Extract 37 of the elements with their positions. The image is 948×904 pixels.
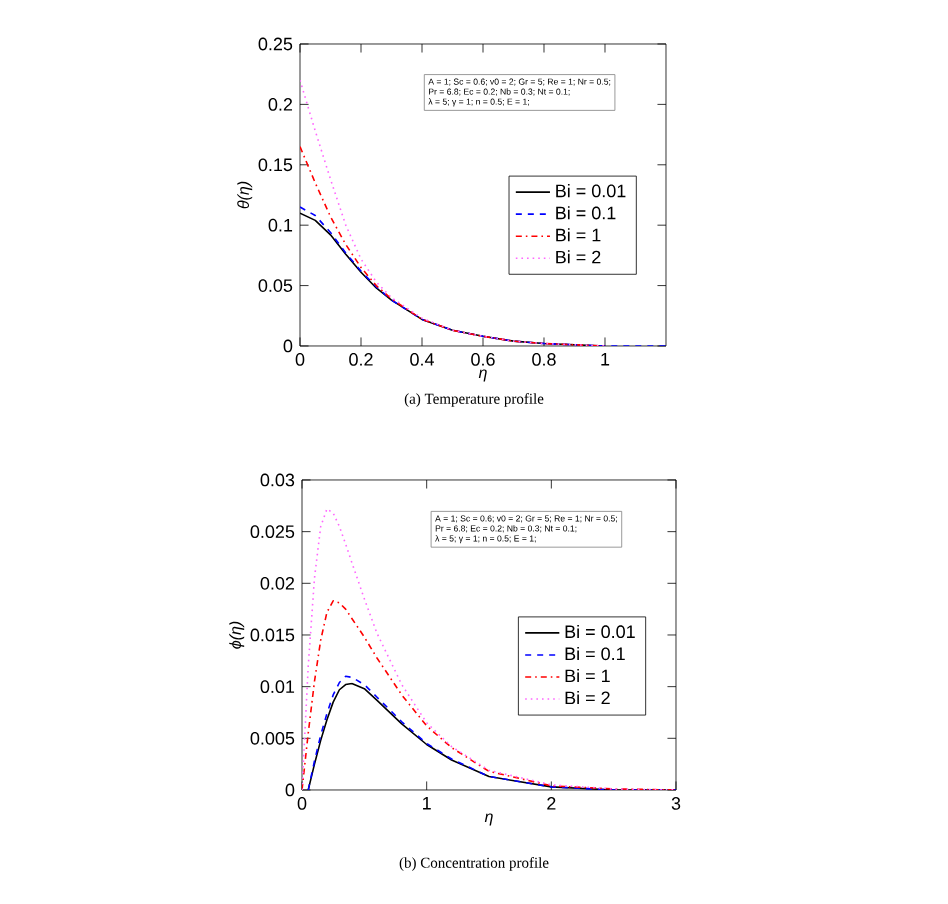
y-tick-label: 0.03 <box>260 473 295 487</box>
y-axis-title: θ(η) <box>237 181 253 209</box>
y-tick-label: 0.005 <box>250 731 295 745</box>
x-tick-label: 0.2 <box>349 353 373 366</box>
y-tick-label: 0.25 <box>258 37 293 51</box>
line-series <box>302 600 676 790</box>
x-tick-label: 1 <box>423 797 431 810</box>
x-tick-label: 0.6 <box>471 353 495 366</box>
y-tick-label: 0.15 <box>258 158 293 172</box>
legend-label: Bi = 0.01 <box>565 624 635 639</box>
x-axis-title: η <box>478 369 487 382</box>
y-tick-label: 0.01 <box>260 680 295 694</box>
legend-label: Bi = 0.1 <box>565 646 625 661</box>
y-tick-label: 0.015 <box>250 628 295 642</box>
y-tick-label: 0.1 <box>268 218 293 232</box>
legend-label: Bi = 1 <box>565 668 610 683</box>
x-axis-title: η <box>484 813 493 826</box>
legend-label: Bi = 1 <box>556 228 601 242</box>
legend-label: Bi = 2 <box>565 691 610 705</box>
x-tick-label: 0.8 <box>532 353 556 366</box>
x-tick-label: 0 <box>295 353 305 366</box>
x-tick-label: 1 <box>601 353 610 366</box>
x-tick-label: 0 <box>297 797 307 810</box>
y-axis-title: ϕ(η) <box>229 621 245 649</box>
x-tick-label: 0.4 <box>410 353 434 366</box>
legend-label: Bi = 0.1 <box>556 206 616 220</box>
y-tick-label: 0.2 <box>268 98 293 111</box>
legend-label: Bi = 2 <box>556 250 601 264</box>
y-tick-label: 0.05 <box>258 279 293 292</box>
x-tick-label: 2 <box>547 797 556 810</box>
y-tick-label: 0.025 <box>250 525 295 539</box>
x-tick-label: 3 <box>671 797 681 810</box>
y-tick-label: 0 <box>285 783 295 797</box>
y-tick-label: 0.02 <box>260 576 295 590</box>
y-tick-label: 0 <box>283 339 293 353</box>
line-series <box>302 508 676 790</box>
legend-label: Bi = 0.01 <box>556 184 626 198</box>
